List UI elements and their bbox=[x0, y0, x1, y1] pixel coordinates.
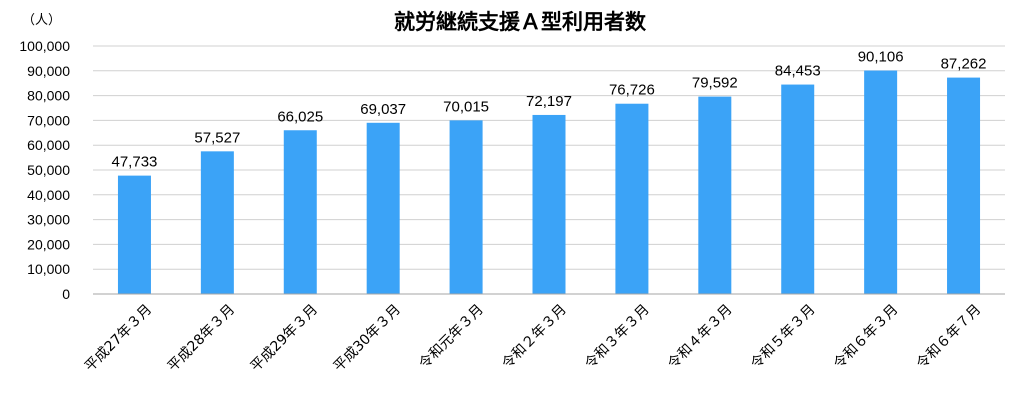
data-label: 90,106 bbox=[858, 49, 904, 66]
x-tick-label: 令和５年３月 bbox=[748, 302, 819, 373]
bar bbox=[283, 130, 317, 294]
x-tick-label: 平成28年３月 bbox=[165, 302, 238, 375]
data-label: 66,025 bbox=[277, 108, 323, 125]
y-tick-label: 40,000 bbox=[27, 187, 70, 203]
y-tick-label: 0 bbox=[62, 286, 70, 302]
bars bbox=[117, 70, 981, 295]
bar bbox=[698, 96, 732, 294]
y-tick-label: 80,000 bbox=[27, 88, 70, 104]
bar bbox=[366, 122, 400, 294]
x-tick-label: 平成27年３月 bbox=[82, 302, 155, 375]
x-tick-label: 令和６年７月 bbox=[914, 302, 985, 373]
bar bbox=[615, 103, 649, 295]
x-axis-ticks: 平成27年３月 平成28年３月 平成29年３月 平成30年３月 令和元年３月 令和２年３月… bbox=[82, 302, 985, 375]
y-tick-label: 100,000 bbox=[19, 38, 70, 54]
data-label: 76,726 bbox=[609, 82, 655, 99]
x-tick-label: 令和３年３月 bbox=[582, 302, 653, 373]
x-tick-label: 令和６年３月 bbox=[831, 302, 902, 373]
y-axis-ticks: 0 10,000 20,000 30,000 40,000 50,000 60,000 70,… bbox=[19, 38, 70, 302]
bar bbox=[449, 120, 483, 295]
data-label: 57,527 bbox=[194, 129, 240, 146]
y-unit-label: （人） bbox=[22, 13, 61, 28]
y-tick-label: 30,000 bbox=[27, 212, 70, 228]
chart-title: 就労継続支援Ａ型利用者数 bbox=[394, 10, 647, 34]
x-tick-label: 平成29年３月 bbox=[248, 302, 321, 375]
y-tick-label: 50,000 bbox=[27, 162, 70, 178]
x-tick-label: 令和元年３月 bbox=[416, 302, 487, 373]
data-label: 79,592 bbox=[692, 75, 738, 92]
data-label: 72,197 bbox=[526, 93, 572, 110]
y-tick-label: 20,000 bbox=[27, 236, 70, 252]
y-tick-label: 10,000 bbox=[27, 261, 70, 277]
y-tick-label: 90,000 bbox=[27, 63, 70, 79]
data-label: 47,733 bbox=[112, 154, 158, 171]
bar bbox=[117, 175, 151, 294]
x-tick-label: 令和２年３月 bbox=[499, 302, 570, 373]
bar bbox=[200, 151, 234, 294]
bar bbox=[532, 114, 566, 294]
bar bbox=[947, 77, 981, 294]
bar bbox=[781, 84, 815, 295]
x-tick-label: 平成30年３月 bbox=[331, 302, 404, 375]
data-label: 87,262 bbox=[941, 56, 987, 73]
bar bbox=[864, 70, 898, 295]
y-tick-label: 60,000 bbox=[27, 137, 70, 153]
data-label: 69,037 bbox=[360, 101, 406, 118]
data-labels: 47,733 57,527 66,025 69,037 70,015 72,197 76,7… bbox=[112, 49, 987, 171]
data-label: 84,453 bbox=[775, 63, 821, 80]
data-label: 70,015 bbox=[443, 98, 489, 115]
x-tick-label: 令和４年３月 bbox=[665, 302, 736, 373]
y-tick-label: 70,000 bbox=[27, 112, 70, 128]
